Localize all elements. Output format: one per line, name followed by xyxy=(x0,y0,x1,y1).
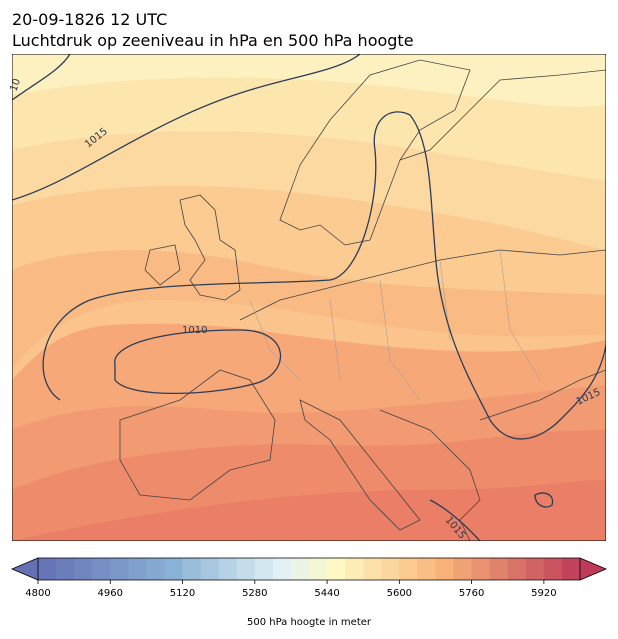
colorbar-bin xyxy=(453,558,473,580)
contour-label: 10 xyxy=(8,77,23,93)
map xyxy=(12,54,606,541)
colorbar-bin xyxy=(327,558,346,580)
colorbar-bin xyxy=(74,558,93,580)
colorbar-bin xyxy=(381,558,400,580)
colorbar-bin xyxy=(507,558,527,580)
tick-label: 5440 xyxy=(314,588,339,599)
colorbar-bin xyxy=(290,558,310,580)
colorbar-bin xyxy=(38,558,57,580)
colorbar-bin xyxy=(363,558,382,580)
colorbar-bin xyxy=(218,558,238,580)
tick-label: 4960 xyxy=(98,588,123,599)
colorbar-bin xyxy=(561,558,581,580)
colorbar-label: 500 hPa hoogte in meter xyxy=(247,617,372,628)
colorbar-bin xyxy=(146,558,165,580)
contour-label: 1010 xyxy=(182,325,207,336)
colorbar-bin xyxy=(417,558,436,580)
tick-label: 5920 xyxy=(531,588,556,599)
tick-label: 5760 xyxy=(459,588,484,599)
tick-label: 5280 xyxy=(242,588,267,599)
colorbar-bin xyxy=(345,558,364,580)
colorbar-extend-high xyxy=(579,557,608,581)
colorbar-bin xyxy=(254,558,274,580)
colorbar-bin xyxy=(525,558,545,580)
tick-label: 5120 xyxy=(170,588,195,599)
colorbar-outline xyxy=(38,557,580,581)
title: 20-09-1826 12 UTC xyxy=(12,10,167,29)
colorbar-bin xyxy=(182,558,202,580)
colorbar-bin xyxy=(272,558,292,580)
colorbar: 4800 4960 5120 5280 5440 5600 5760 5920 xyxy=(10,557,608,599)
subtitle: Luchtdruk op zeeniveau in hPa en 500 hPa… xyxy=(12,31,414,50)
colorbar-bin xyxy=(56,558,75,580)
colorbar-bin xyxy=(128,558,147,580)
colorbar-bin xyxy=(399,558,418,580)
colorbar-bin xyxy=(489,558,509,580)
colorbar-bin xyxy=(471,558,491,580)
colorbar-bin xyxy=(309,558,328,580)
colorbar-bin xyxy=(435,558,455,580)
colorbar-bin xyxy=(110,558,129,580)
colorbar-bin xyxy=(543,558,563,580)
colorbar-bin xyxy=(164,558,184,580)
colorbar-bin xyxy=(92,558,111,580)
colorbar-extend-low xyxy=(10,557,39,581)
colorbar-bin xyxy=(236,558,256,580)
tick-label: 5600 xyxy=(387,588,412,599)
colorbar-bin xyxy=(200,558,220,580)
tick-label: 4800 xyxy=(25,588,50,599)
